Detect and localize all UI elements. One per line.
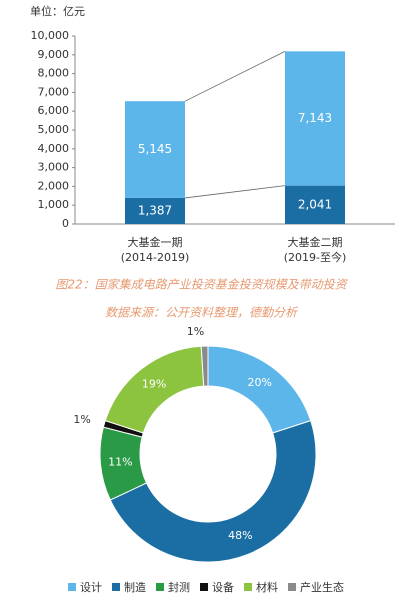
value-label: 1% (187, 325, 204, 338)
y-tick-label: 3,000 (38, 161, 70, 174)
caption: 图22：国家集成电路产业投资基金投资规模及带动投资 (55, 278, 348, 292)
legend-label: 设备 (212, 580, 234, 594)
value-label: 20% (247, 376, 271, 389)
value-label: 19% (142, 377, 166, 390)
legend-label: 产业生态 (300, 580, 344, 594)
bar-segment (285, 185, 345, 224)
y-tick-label: 9,000 (38, 48, 70, 61)
legend-label: 制造 (124, 580, 146, 594)
legend-swatch (200, 583, 208, 591)
bar-segment (125, 197, 185, 224)
connector (184, 50, 286, 102)
legend-label: 封测 (168, 580, 190, 594)
y-tick-label: 8,000 (38, 67, 70, 80)
y-tick-label: 1,000 (38, 198, 70, 211)
value-label: 1,387 (138, 203, 172, 217)
legend-label: 设计 (80, 581, 102, 594)
connector (184, 185, 286, 199)
legend-swatch (288, 583, 296, 591)
bar-segment (285, 51, 345, 186)
legend-swatch (244, 583, 252, 591)
x-tick-label: 大基金二期 (288, 235, 343, 249)
unit-label: 单位：亿元 (30, 4, 85, 18)
x-tick-label: (2019-至今) (284, 250, 347, 264)
y-tick-label: 2,000 (38, 179, 70, 192)
legend-label: 材料 (256, 580, 278, 594)
y-tick-label: 6,000 (38, 104, 70, 117)
y-tick-label: 10,000 (31, 29, 70, 42)
donut-slice (200, 345, 209, 387)
bar-segment (125, 101, 185, 198)
legend-swatch (156, 583, 164, 591)
value-label: 7,143 (298, 111, 332, 125)
y-tick-label: 5,000 (38, 123, 70, 136)
source: 数据来源：公开资料整理，德勤分析 (105, 306, 299, 320)
legend-swatch (112, 583, 120, 591)
value-label: 5,145 (138, 142, 172, 156)
y-tick-label: 4,000 (38, 142, 70, 155)
x-tick-label: (2014-2019) (121, 251, 190, 264)
legend-swatch (68, 583, 76, 591)
y-tick-label: 7,000 (38, 85, 70, 98)
value-label: 1% (73, 413, 90, 426)
donut-slice (109, 419, 317, 563)
donut-slice (207, 345, 312, 434)
y-tick-label: 0 (62, 217, 69, 230)
value-label: 11% (108, 455, 132, 468)
value-label: 48% (228, 529, 252, 542)
x-tick-label: 大基金一期 (128, 235, 183, 249)
value-label: 2,041 (298, 197, 332, 211)
